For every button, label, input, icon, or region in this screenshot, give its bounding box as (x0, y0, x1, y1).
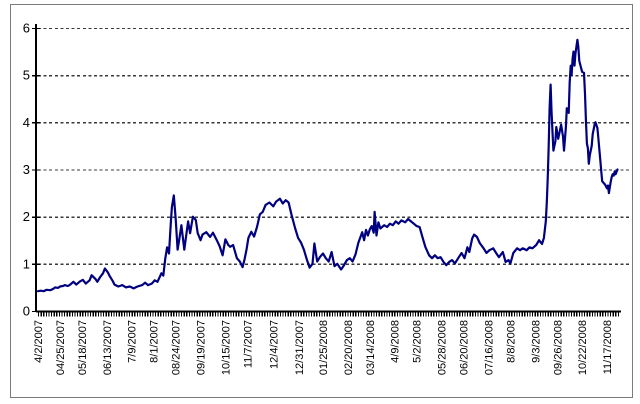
x-tick-label: 8/8/2008 (505, 320, 517, 363)
x-tick-label: 03/14/2008 (365, 320, 377, 375)
x-tick-label: 10/22/2008 (577, 320, 589, 375)
x-tick-label: 11/7/2007 (242, 320, 254, 368)
x-tick-label: 8/1/2007 (149, 320, 161, 363)
x-tick-label: 01/25/2008 (318, 320, 330, 375)
x-tick-label: 12/4/2007 (268, 320, 280, 369)
x-tick-label: 4/2/2007 (33, 320, 45, 363)
x-tick-label: 05/18/2007 (77, 320, 89, 375)
x-axis (36, 310, 621, 317)
x-tick-label: 04/25/2007 (55, 320, 67, 375)
y-gridlines (38, 27, 630, 266)
x-tick-label: 5/2/2008 (412, 320, 424, 363)
x-tick-label: 09/19/2007 (196, 320, 208, 375)
x-tick-label: 02/20/2008 (343, 320, 355, 375)
y-tick-label: 2 (23, 209, 30, 224)
y-axis (32, 24, 40, 313)
x-tick-label: 07/16/2008 (483, 320, 495, 375)
y-tick-labels: 0 1 2 3 4 5 6 (23, 20, 30, 318)
y-tick-label: 0 (23, 304, 30, 319)
x-tick-label: 11/17/2008 (602, 320, 614, 374)
y-tick-label: 5 (23, 68, 30, 83)
x-tick-label: 9/3/2008 (530, 320, 542, 363)
y-tick-label: 6 (23, 20, 30, 35)
y-tick-label: 3 (23, 162, 30, 177)
x-tick-label: 05/28/2008 (437, 320, 449, 375)
x-tick-label: 12/31/2007 (294, 320, 306, 375)
x-tick-label: 4/9/2008 (390, 320, 402, 363)
data-series-line (36, 38, 619, 293)
x-tick-label: 08/24/2007 (171, 320, 183, 375)
x-tick-label: 06/20/2008 (459, 320, 471, 375)
x-tick-label: 10/15/2007 (220, 320, 232, 375)
x-tick-label: 09/26/2008 (552, 320, 564, 375)
y-tick-label: 1 (23, 256, 30, 271)
x-tick-label: 7/9/2007 (127, 320, 139, 363)
x-tick-labels: 4/2/2007 04/25/2007 05/18/2007 06/13/2007 7/… (33, 320, 614, 375)
chart-frame (10, 4, 633, 398)
x-tick-label: 06/13/2007 (102, 320, 114, 375)
y-tick-label: 4 (23, 115, 30, 130)
